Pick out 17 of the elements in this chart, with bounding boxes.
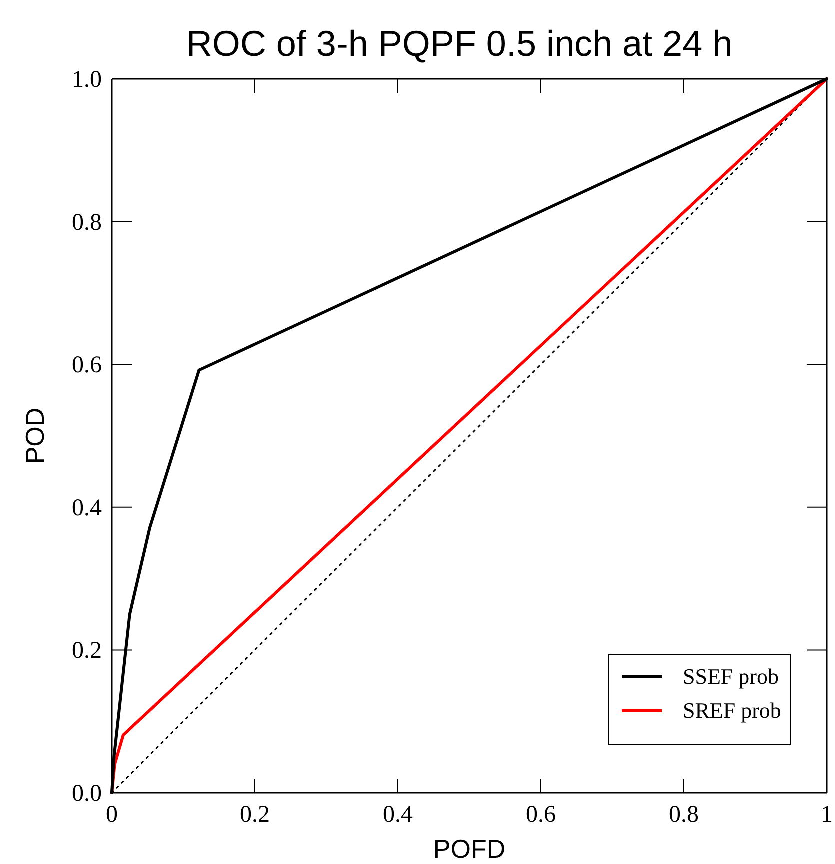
x-tick-label: 0.6 [526,802,556,828]
x-axis-title: POFD [433,834,506,864]
y-axis-title: POD [20,408,50,464]
x-tick-label: 0 [106,802,118,828]
x-tick-label: 0.2 [240,802,270,828]
y-tick-label: 0.6 [72,352,102,379]
legend-label: SSEF prob [683,664,779,689]
y-tick-label: 0.0 [72,781,102,807]
y-tick-label: 1.0 [72,67,102,93]
x-tick-label: 0.8 [669,802,699,828]
y-tick-label: 0.8 [72,210,102,236]
x-tick-label: 1 [821,802,833,828]
legend-label: SREF prob [683,698,782,723]
y-tick-label: 0.4 [72,495,102,522]
chart-title: ROC of 3-h PQPF 0.5 inch at 24 h [186,23,733,64]
x-tick-label: 0.4 [383,802,413,828]
y-tick-label: 0.2 [72,638,102,664]
